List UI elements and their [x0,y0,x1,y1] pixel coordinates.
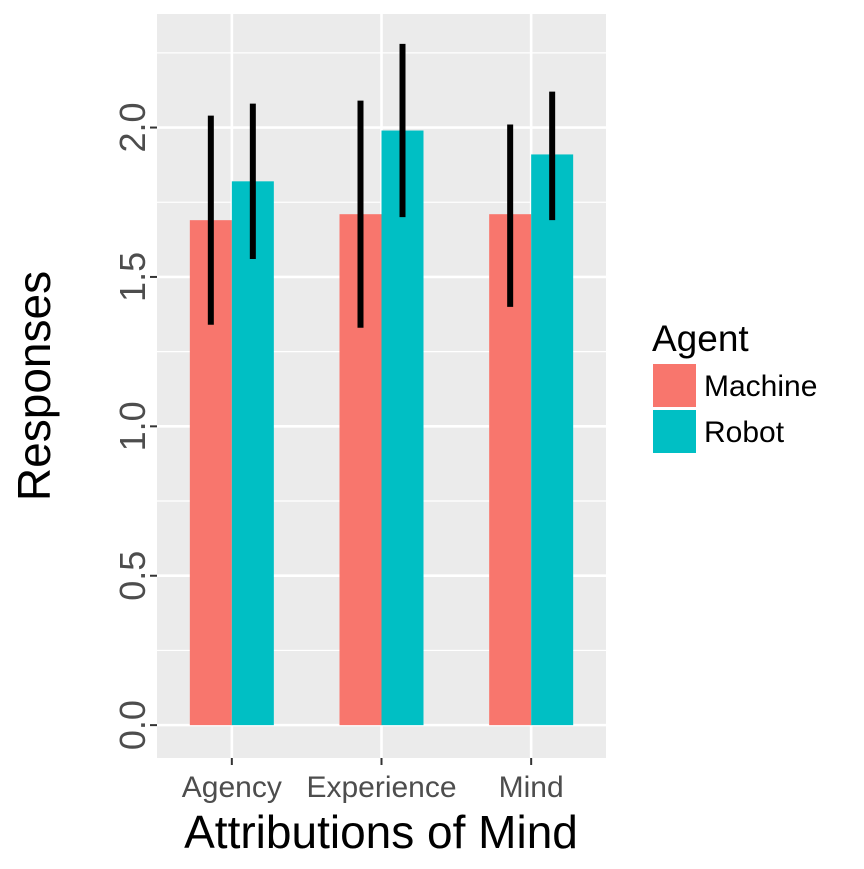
axes: 0.0 0.5 1.0 1.5 2.0 Agency Experience Mind [112,103,564,804]
x-tick-label: Agency [182,771,282,804]
legend: Agent Machine Robot [652,318,817,453]
y-tick-label: 0.5 [112,551,153,601]
legend-label-robot: Robot [704,416,785,449]
legend-swatch-robot [653,410,696,453]
x-axis-label: Attributions of Mind [184,806,578,858]
y-tick-label: 2.0 [112,103,153,153]
bars [189,130,574,726]
error-bars [207,43,556,328]
y-tick-label: 1.5 [112,252,153,302]
x-tick-label: Experience [306,771,456,804]
legend-label-machine: Machine [704,370,817,403]
x-tick-label: Mind [499,771,564,804]
bar-robot-mind [531,154,574,726]
y-tick-label: 1.0 [112,401,153,451]
legend-swatch-machine [653,364,696,407]
bar-robot-agency [231,181,274,726]
y-tick-label: 0.0 [112,700,153,750]
bar-robot-experience [381,130,424,726]
legend-title: Agent [652,318,749,359]
y-axis-label: Responses [8,271,60,501]
